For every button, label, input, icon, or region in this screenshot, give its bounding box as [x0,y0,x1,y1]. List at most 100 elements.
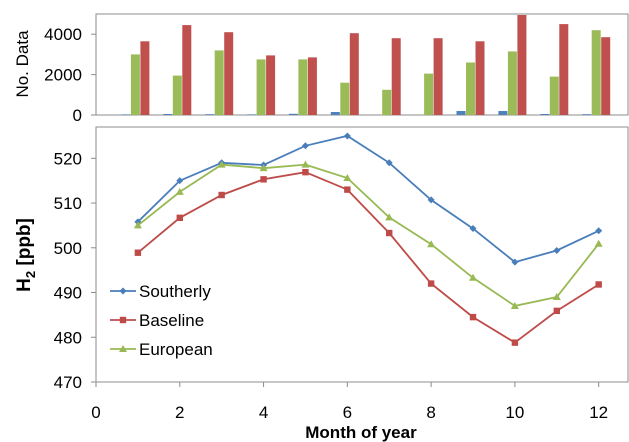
line-chart-y-axis-title: H2 [ppb] [14,218,38,292]
data-point [469,313,477,321]
bar [121,114,131,115]
bar [205,114,215,115]
bar [601,37,611,116]
line-chart-y-ticks: 470 480 490 500 510 520 [54,149,96,392]
bar [298,59,308,115]
line-chart-x-axis-title: Month of year [305,423,417,442]
bar [256,59,266,115]
bar [307,57,317,115]
y-tick-label: 480 [54,328,82,347]
data-point [469,225,477,233]
data-point [302,168,309,176]
bar [224,32,234,116]
data-point [553,246,561,254]
data-point [259,164,268,172]
x-tick-label: 12 [589,403,608,422]
bar [140,41,150,115]
line-chart-panel: 0 2 4 6 8 10 12 470 480 490 500 510 520 Southerly Ba… [14,126,629,442]
data-point [595,281,602,288]
line-chart-x-ticks: 0 2 4 6 8 10 12 [91,382,608,422]
bar [266,55,276,115]
series-line-southerly [137,134,600,264]
legend-swatch-marker [119,287,127,295]
data-point [344,186,351,193]
bar [559,24,569,116]
data-point [553,307,560,315]
series-line-european [137,163,600,307]
data-point [175,187,184,195]
bar [433,38,443,116]
y-tick-label: 520 [54,149,82,168]
bar [330,112,340,115]
x-tick-label: 6 [343,403,352,422]
y-axis-title-main: H [14,278,35,292]
legend-label: Southerly [139,282,211,301]
y-tick-label: 470 [54,373,82,392]
legend-label: European [139,340,213,359]
data-point [385,213,394,221]
data-point [594,239,603,247]
x-tick-label: 10 [505,403,524,422]
series-european [133,160,603,309]
legend: Southerly Baseline European [110,282,213,359]
bar [466,62,475,115]
legend-entry-baseline: Baseline [110,311,204,330]
data-point [176,177,184,185]
data-point [217,160,226,168]
legend-label: Baseline [139,311,204,330]
bar [391,38,401,116]
y-axis-title-suffix: [ppb] [14,218,35,271]
bar [349,33,359,116]
bar [507,51,517,115]
y-tick-label: 500 [54,239,82,258]
data-point [552,293,561,300]
bar [163,114,173,115]
bar [517,15,527,115]
y-tick-label: 4000 [44,25,82,44]
bar-chart-frame [95,13,629,116]
bar [456,111,466,115]
bar [247,114,257,115]
data-point [386,229,393,237]
bar [591,30,601,116]
legend-swatch-marker [119,345,127,352]
series-southerly [134,132,603,266]
data-point [595,227,603,235]
bar [475,41,485,115]
data-point [511,339,519,346]
bar-chart-y-axis-title: No. Data [13,30,32,98]
x-tick-label: 0 [91,403,100,422]
data-point [510,301,519,309]
data-point [301,160,310,168]
series-line-baseline [137,171,600,344]
legend-swatch-marker [119,316,127,324]
bar-chart-bars [121,15,611,116]
x-tick-label: 4 [259,403,268,422]
data-point [176,214,183,222]
bar [549,76,559,115]
series-baseline [134,168,602,346]
y-tick-label: 490 [54,284,82,303]
data-point [469,273,478,281]
bar [130,54,140,115]
data-point [260,176,267,183]
bar-chart-panel: 0 2000 4000 No. Data [13,13,629,125]
y-tick-label: 0 [73,106,82,125]
data-point [427,240,436,248]
bar [288,113,298,115]
line-chart-series [133,132,603,346]
bar-chart-y-ticks: 0 2000 4000 [44,25,96,125]
data-point [133,221,142,229]
x-tick-label: 8 [426,403,435,422]
bar [340,82,350,115]
bar [582,114,592,115]
bar [382,89,392,116]
bar [424,73,434,115]
x-tick-label: 2 [175,403,184,422]
bar [214,50,224,115]
y-tick-label: 510 [54,194,82,213]
data-point [427,280,435,287]
data-point [134,249,142,256]
y-axis-title-subscript: 2 [23,271,38,278]
